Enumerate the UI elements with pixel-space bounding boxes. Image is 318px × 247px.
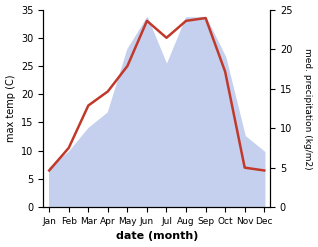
Y-axis label: max temp (C): max temp (C)	[5, 75, 16, 142]
Y-axis label: med. precipitation (kg/m2): med. precipitation (kg/m2)	[303, 48, 313, 169]
X-axis label: date (month): date (month)	[115, 231, 198, 242]
